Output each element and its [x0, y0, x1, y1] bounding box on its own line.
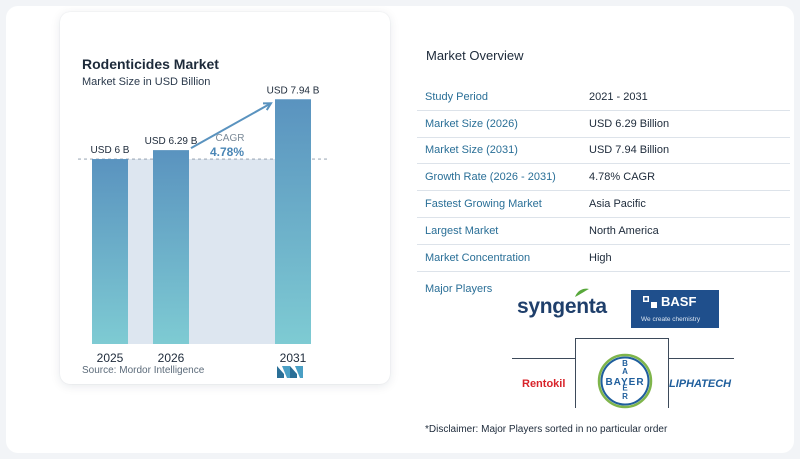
overview-value: USD 6.29 Billion — [589, 117, 670, 130]
major-players-label: Major Players — [425, 283, 493, 295]
mordor-intelligence-logo-icon — [277, 366, 303, 378]
overview-label: Fastest Growing Market — [425, 198, 542, 211]
overview-row: Study Period 2021 - 2031 — [417, 84, 790, 111]
cagr-label: CAGR — [216, 133, 245, 144]
bar-2025 — [92, 159, 128, 344]
overview-row: Market Concentration High — [417, 245, 790, 272]
overview-value: North America — [589, 224, 659, 237]
bar-chart: USD 6 B 2025 USD 6.29 B 2026 USD 7.94 B 2031 C… — [78, 85, 328, 365]
data-label: USD 6 B — [91, 145, 130, 156]
chart-subtitle: Market Size in USD Billion — [82, 76, 211, 88]
svg-text:A: A — [622, 367, 628, 376]
data-label: USD 7.94 B — [267, 85, 320, 96]
svg-text:R: R — [622, 392, 628, 401]
overview-row: Largest Market North America — [417, 218, 790, 245]
source-text: Source: Mordor Intelligence — [82, 365, 205, 376]
svg-text:B: B — [622, 359, 628, 368]
overview-value: USD 7.94 Billion — [589, 144, 670, 157]
svg-text:BAYER: BAYER — [605, 377, 644, 388]
chart-title: Rodenticides Market — [82, 56, 219, 72]
rentokil-logo: Rentokil — [522, 378, 566, 390]
cagr-arrow — [190, 102, 272, 149]
divider — [575, 338, 576, 408]
basf-name: BASF — [661, 294, 697, 309]
svg-text:E: E — [622, 384, 628, 393]
chart-card: Rodenticides Market Market Size in USD B… — [60, 12, 390, 384]
overview-label: Market Size (2031) — [425, 144, 518, 157]
overview-table: Study Period 2021 - 2031 Market Size (202… — [417, 84, 790, 272]
syngenta-leaf-icon — [575, 288, 589, 297]
basf-logo: BASF We create chemistry — [631, 290, 719, 328]
x-tick-label: 2026 — [158, 351, 185, 365]
overview-row: Fastest Growing Market Asia Pacific — [417, 191, 790, 218]
bar-2026 — [153, 150, 189, 344]
overview-label: Study Period — [425, 90, 488, 103]
overview-label: Growth Rate (2026 - 2031) — [425, 171, 556, 184]
x-tick-label: 2025 — [97, 351, 124, 365]
disclaimer-text: *Disclaimer: Major Players sorted in no … — [425, 424, 668, 435]
overview-value: 4.78% CAGR — [589, 171, 656, 184]
overview-label: Market Size (2026) — [425, 117, 518, 130]
cagr-value: 4.78% — [210, 145, 244, 159]
divider — [575, 338, 668, 339]
cagr-arrow-head — [262, 102, 273, 111]
overview-label: Market Concentration — [425, 251, 531, 264]
x-tick-label: 2031 — [280, 351, 307, 365]
overview-row: Market Size (2031) USD 7.94 Billion — [417, 138, 790, 165]
bar-2031 — [275, 99, 311, 345]
basf-tagline: We create chemistry — [641, 316, 701, 323]
data-label: USD 6.29 B — [145, 136, 198, 147]
overview-label: Largest Market — [425, 224, 499, 237]
divider — [668, 358, 734, 359]
basf-square-icon — [643, 296, 657, 308]
overview-row: Growth Rate (2026 - 2031) 4.78% CAGR — [417, 164, 790, 192]
overview-value: 2021 - 2031 — [589, 90, 648, 103]
overview-row: Market Size (2026) USD 6.29 Billion — [417, 111, 790, 138]
overview-value: Asia Pacific — [589, 198, 646, 211]
divider — [668, 338, 669, 408]
divider — [512, 358, 575, 359]
overview-title: Market Overview — [426, 48, 524, 63]
liphatech-logo: LIPHATECH — [669, 378, 732, 390]
overview-value: High — [589, 251, 612, 264]
major-players-logos: syngenta BASF We create chemistry Rentok… — [508, 282, 738, 412]
syngenta-logo: syngenta — [517, 295, 607, 318]
